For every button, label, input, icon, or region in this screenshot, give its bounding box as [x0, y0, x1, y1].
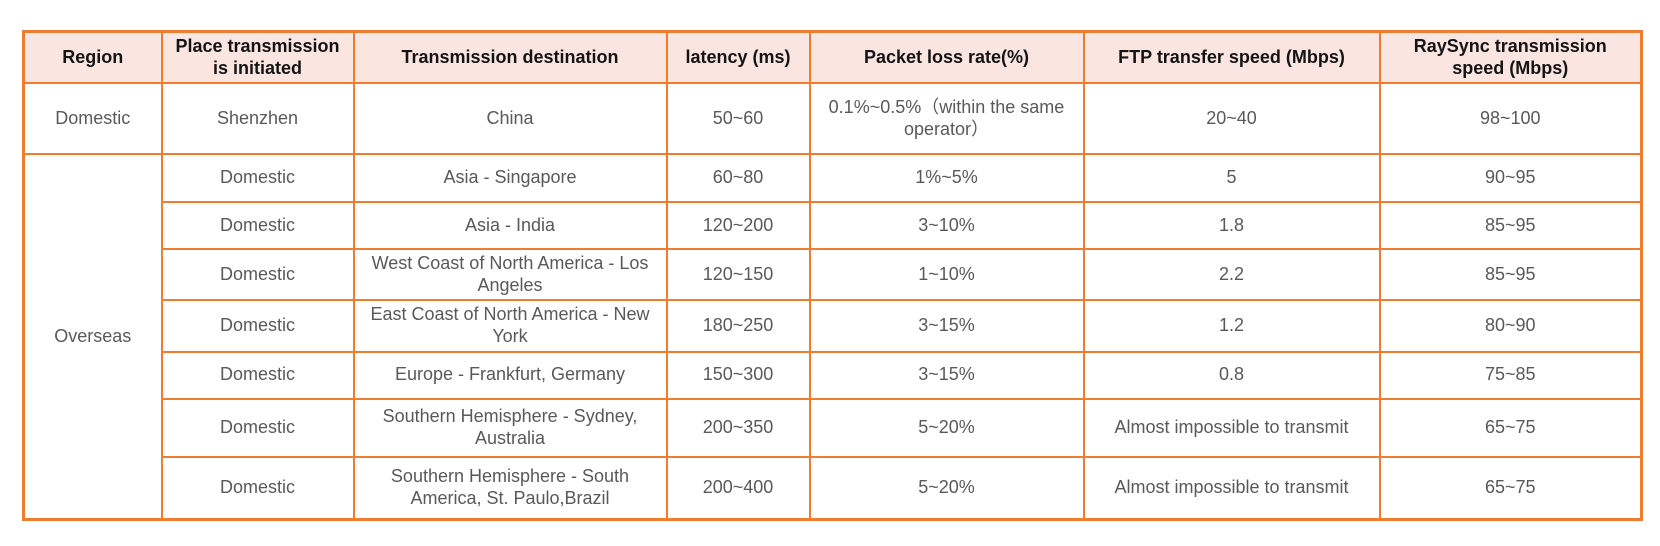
- cell-raysync-speed: 85~95: [1378, 201, 1643, 251]
- header-origin: Place transmission is initiated: [160, 30, 355, 85]
- header-latency: latency (ms): [665, 30, 811, 85]
- cell-raysync-speed: 65~75: [1378, 455, 1643, 521]
- cell-latency: 180~250: [665, 299, 811, 353]
- table-row-los-angeles: Domestic West Coast of North America - L…: [24, 248, 1643, 302]
- cell-origin: Domestic: [160, 248, 355, 302]
- table-row-domestic-china: Domestic Shenzhen China 50~60 0.1%~0.5%（…: [22, 82, 1643, 156]
- cell-packet-loss: 3~15%: [808, 299, 1085, 353]
- cell-ftp-speed: 5: [1082, 153, 1381, 204]
- cell-latency: 120~150: [665, 248, 811, 302]
- cell-ftp-speed: 0.8: [1082, 350, 1381, 400]
- transmission-comparison-table-wrap: Region Place transmission is initiated T…: [22, 30, 1643, 522]
- cell-origin: Domestic: [160, 455, 355, 521]
- transmission-comparison-table: Region Place transmission is initiated T…: [22, 30, 1643, 522]
- cell-packet-loss: 5~20%: [808, 455, 1085, 521]
- cell-origin: Domestic: [160, 201, 355, 251]
- cell-latency: 200~350: [665, 397, 811, 458]
- cell-latency: 60~80: [665, 153, 811, 204]
- cell-origin: Domestic: [160, 397, 355, 458]
- cell-ftp-speed: 1.8: [1082, 201, 1381, 251]
- header-ftp-speed: FTP transfer speed (Mbps): [1082, 30, 1381, 85]
- cell-destination: West Coast of North America - Los Angele…: [352, 248, 668, 302]
- cell-latency: 150~300: [665, 350, 811, 400]
- cell-ftp-speed: 2.2: [1082, 248, 1381, 302]
- cell-destination: Asia - India: [352, 201, 668, 251]
- header-raysync-speed: RaySync transmission speed (Mbps): [1378, 30, 1643, 85]
- cell-latency: 50~60: [665, 82, 811, 156]
- cell-destination: Southern Hemisphere - Sydney, Australia: [352, 397, 668, 458]
- table-row-frankfurt: Domestic Europe - Frankfurt, Germany 150…: [24, 350, 1643, 400]
- cell-region-overseas: Overseas: [22, 153, 163, 521]
- cell-destination: Europe - Frankfurt, Germany: [352, 350, 668, 400]
- cell-region: Domestic: [22, 82, 163, 156]
- cell-origin: Domestic: [160, 153, 355, 204]
- header-row: Region Place transmission is initiated T…: [22, 30, 1643, 85]
- cell-packet-loss: 1~10%: [808, 248, 1085, 302]
- cell-packet-loss: 0.1%~0.5%（within the same operator）: [808, 82, 1085, 156]
- cell-origin: Shenzhen: [160, 82, 355, 156]
- cell-packet-loss: 3~10%: [808, 201, 1085, 251]
- cell-raysync-speed: 90~95: [1378, 153, 1643, 204]
- cell-ftp-speed: 1.2: [1082, 299, 1381, 353]
- cell-destination: China: [352, 82, 668, 156]
- cell-ftp-speed: 20~40: [1082, 82, 1381, 156]
- cell-packet-loss: 1%~5%: [808, 153, 1085, 204]
- cell-raysync-speed: 80~90: [1378, 299, 1643, 353]
- cell-origin: Domestic: [160, 299, 355, 353]
- table-row-new-york: Domestic East Coast of North America - N…: [24, 299, 1643, 353]
- cell-raysync-speed: 75~85: [1378, 350, 1643, 400]
- table-row-india: Domestic Asia - India 120~200 3~10% 1.8 …: [24, 201, 1643, 251]
- cell-destination: Southern Hemisphere - South America, St.…: [352, 455, 668, 521]
- cell-destination: Asia - Singapore: [352, 153, 668, 204]
- cell-packet-loss: 5~20%: [808, 397, 1085, 458]
- cell-ftp-speed: Almost impossible to transmit: [1082, 397, 1381, 458]
- header-destination: Transmission destination: [352, 30, 668, 85]
- table-row-brazil: Domestic Southern Hemisphere - South Ame…: [24, 455, 1643, 521]
- cell-raysync-speed: 98~100: [1378, 82, 1643, 156]
- table-row-singapore: Overseas Domestic Asia - Singapore 60~80…: [22, 153, 1643, 521]
- cell-destination: East Coast of North America - New York: [352, 299, 668, 353]
- header-packet-loss: Packet loss rate(%): [808, 30, 1085, 85]
- cell-latency: 120~200: [665, 201, 811, 251]
- cell-raysync-speed: 85~95: [1378, 248, 1643, 302]
- cell-ftp-speed: Almost impossible to transmit: [1082, 455, 1381, 521]
- header-region: Region: [22, 30, 163, 85]
- cell-packet-loss: 3~15%: [808, 350, 1085, 400]
- cell-raysync-speed: 65~75: [1378, 397, 1643, 458]
- cell-latency: 200~400: [665, 455, 811, 521]
- cell-origin: Domestic: [160, 350, 355, 400]
- table-row-sydney: Domestic Southern Hemisphere - Sydney, A…: [24, 397, 1643, 458]
